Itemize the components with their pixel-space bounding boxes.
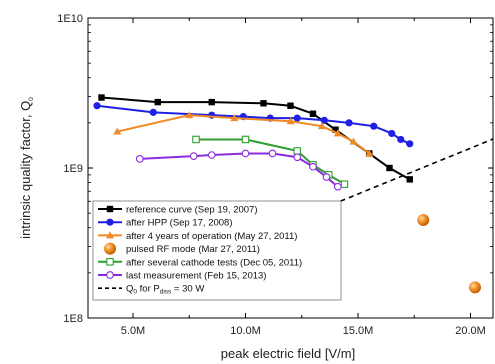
legend-box [92, 200, 342, 301]
legend-entry: after HPP (Sep 17, 2008) [98, 218, 233, 229]
data-point [332, 126, 339, 133]
data-point [333, 182, 342, 191]
data-point [149, 108, 157, 116]
data-point [406, 140, 414, 148]
data-point [260, 100, 267, 107]
legend-p-subscript: diss [160, 289, 172, 296]
legend-label: Q0 for Pdiss = 30 W [126, 284, 204, 296]
series-line [139, 152, 339, 188]
data-point [241, 149, 250, 158]
legend-marker [106, 205, 114, 213]
data-point [287, 102, 294, 109]
data-point [406, 176, 413, 183]
data-point [268, 149, 277, 158]
legend-label: reference curve (Sep 19, 2007) [126, 205, 258, 216]
legend-entry: Q0 for Pdiss = 30 W [98, 284, 204, 296]
series-line [101, 96, 411, 181]
y-axis-title-main: intrinsic quality factor, Q [18, 101, 33, 239]
legend-entry: after several cathode tests (Dec 05, 201… [98, 257, 302, 268]
data-point [309, 162, 317, 171]
legend-label: pulsed RF mode (Mar 27, 2011) [126, 244, 260, 255]
y-axis-title: intrinsic quality factor, Q0 [18, 97, 35, 239]
data-point [349, 137, 358, 145]
legend-tail: = 30 W [171, 284, 204, 295]
data-point [417, 214, 430, 227]
legend-mid: for P [137, 284, 160, 295]
data-point [293, 114, 301, 122]
legend: reference curve (Sep 19, 2007) after HPP … [92, 200, 342, 301]
tick-labels: 5.0M 10.0M 15.0M 20.0M 1E8 1E9 1E10 [57, 13, 485, 337]
data-point [185, 111, 194, 119]
data-point [469, 281, 481, 294]
data-point [388, 129, 396, 138]
x-tick-label: 10.0M [230, 325, 261, 337]
legend-entry: last measurement (Feb 15, 2013) [98, 271, 266, 282]
legend-marker [106, 218, 114, 226]
series-1 [98, 94, 413, 183]
data-point [98, 94, 105, 101]
legend-label: last measurement (Feb 15, 2013) [126, 271, 266, 282]
y-tick-label: 1E8 [63, 313, 83, 325]
series-line [196, 138, 346, 186]
data-point [293, 153, 302, 162]
legend-marker [106, 258, 114, 266]
data-point [365, 149, 374, 157]
data-point [189, 152, 198, 160]
legend-marker [104, 242, 116, 255]
data-point [320, 116, 328, 124]
data-point [192, 135, 200, 144]
series-3 [113, 111, 374, 157]
data-point [241, 135, 250, 144]
data-point [93, 102, 101, 110]
data-point [208, 98, 215, 106]
y-tick-label: 1E10 [57, 13, 83, 25]
legend-marker [106, 271, 114, 279]
x-tick-label: 15.0M [343, 325, 374, 337]
data-point [386, 164, 393, 172]
data-point [318, 122, 326, 130]
y-tick-label: 1E9 [63, 163, 83, 175]
legend-label: after HPP (Sep 17, 2008) [126, 218, 233, 229]
legend-q-subscript: 0 [133, 289, 137, 296]
legend-marker [106, 231, 114, 239]
series-4 [417, 214, 481, 294]
legend-label: after several cathode tests (Dec 05, 201… [126, 257, 302, 268]
data-point [293, 147, 301, 155]
data-point [322, 173, 331, 181]
legend-q: Q [126, 284, 133, 295]
data-point [340, 180, 349, 188]
data-point [309, 110, 317, 117]
legend-entry: reference curve (Sep 19, 2007) [98, 205, 258, 216]
x-axis-title: peak electric field [V/m] [221, 346, 355, 361]
data-point [286, 117, 295, 125]
legend-entry: after 4 years of operation (May 27, 2011… [98, 231, 297, 242]
x-tick-label: 20.0M [455, 325, 486, 337]
series-line [117, 114, 370, 155]
y-axis-title-subscript: 0 [28, 97, 35, 101]
data-point [333, 129, 342, 137]
legend-label: after 4 years of operation (May 27, 2011… [126, 231, 297, 242]
data-point [154, 98, 161, 106]
legend-entry: pulsed RF mode (Mar 27, 2011) [104, 242, 260, 255]
data-point [207, 151, 216, 159]
data-point [230, 114, 239, 122]
axis-ticks [88, 17, 493, 319]
series-6 [135, 149, 342, 191]
data-point [370, 122, 378, 130]
data-point [397, 135, 405, 144]
x-tick-label: 5.0M [121, 325, 145, 337]
data-point [345, 119, 353, 127]
data-point [135, 155, 144, 163]
data-point [113, 127, 122, 135]
